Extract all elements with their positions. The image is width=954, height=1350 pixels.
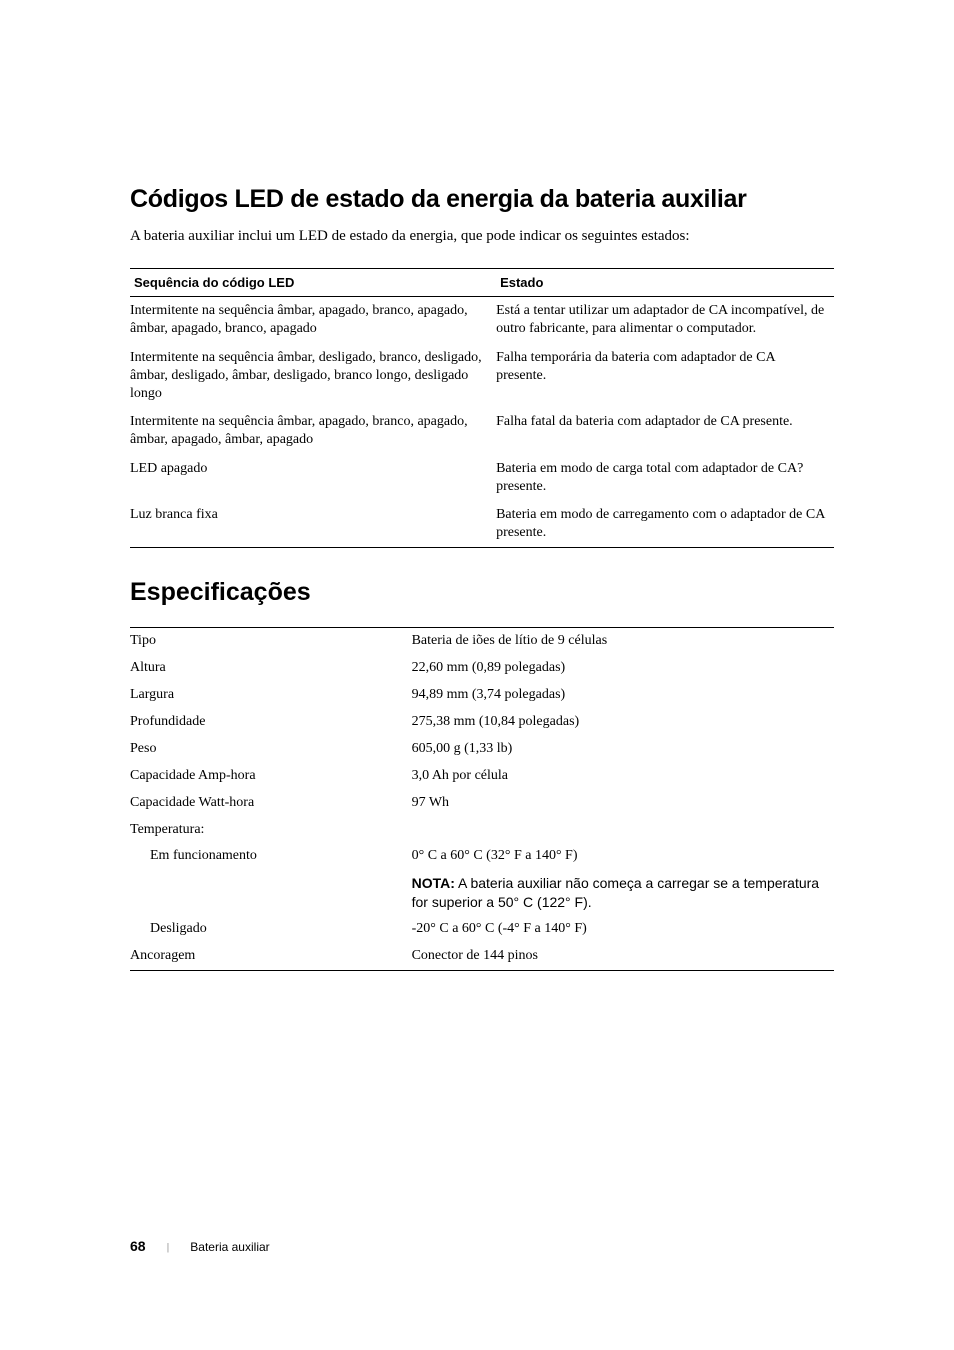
spec-value: 3,0 Ah por célula [412, 763, 834, 790]
intro-text: A bateria auxiliar inclui um LED de esta… [130, 226, 834, 246]
spec-label: Peso [130, 736, 412, 763]
led-state-cell: Falha temporária da bateria com adaptado… [496, 344, 834, 409]
table-row: Ancoragem Conector de 144 pinos [130, 943, 834, 970]
table-row: Intermitente na sequência âmbar, apagado… [130, 297, 834, 344]
page-number: 68 [130, 1238, 146, 1254]
spec-value [412, 817, 834, 844]
led-state-cell: Está a tentar utilizar um adaptador de C… [496, 297, 834, 344]
spec-note: NOTA: A bateria auxiliar não começa a ca… [412, 870, 834, 916]
spec-label: Temperatura: [130, 817, 412, 844]
led-table-header-state: Estado [496, 269, 834, 297]
spec-value: 97 Wh [412, 790, 834, 817]
table-row: NOTA: A bateria auxiliar não começa a ca… [130, 870, 834, 916]
spec-label: Tipo [130, 628, 412, 655]
table-row: Largura 94,89 mm (3,74 polegadas) [130, 682, 834, 709]
note-bold: NOTA: [412, 875, 455, 891]
table-row: Peso 605,00 g (1,33 lb) [130, 736, 834, 763]
heading-led-codes: Códigos LED de estado da energia da bate… [130, 185, 834, 214]
spec-label: Ancoragem [130, 943, 412, 970]
spec-value: 0° C a 60° C (32° F a 140° F) [412, 843, 834, 870]
spec-value: 22,60 mm (0,89 polegadas) [412, 655, 834, 682]
spec-label: Altura [130, 655, 412, 682]
spec-value: 94,89 mm (3,74 polegadas) [412, 682, 834, 709]
table-row: Capacidade Amp-hora 3,0 Ah por célula [130, 763, 834, 790]
spec-label: Capacidade Amp-hora [130, 763, 412, 790]
spec-value: 275,38 mm (10,84 polegadas) [412, 709, 834, 736]
table-row: Luz branca fixa Bateria em modo de carre… [130, 501, 834, 548]
led-state-cell: Bateria em modo de carga total com adapt… [496, 455, 834, 501]
spec-value: Conector de 144 pinos [412, 943, 834, 970]
spec-label: Capacidade Watt-hora [130, 790, 412, 817]
footer-title: Bateria auxiliar [190, 1240, 269, 1254]
table-row: Intermitente na sequência âmbar, apagado… [130, 408, 834, 454]
spec-value: Bateria de iões de lítio de 9 células [412, 628, 834, 655]
led-sequence-cell: Luz branca fixa [130, 501, 496, 548]
specifications-table: Tipo Bateria de iões de lítio de 9 célul… [130, 627, 834, 971]
led-sequence-cell: LED apagado [130, 455, 496, 501]
heading-specifications: Especificações [130, 578, 834, 607]
spec-label: Desligado [130, 921, 207, 936]
table-row: Capacidade Watt-hora 97 Wh [130, 790, 834, 817]
spec-value: -20° C a 60° C (-4° F a 140° F) [412, 916, 834, 943]
table-row: Temperatura: [130, 817, 834, 844]
spec-label: Em funcionamento [130, 848, 257, 863]
led-state-cell: Falha fatal da bateria com adaptador de … [496, 408, 834, 454]
note-text: A bateria auxiliar não começa a carregar… [412, 875, 820, 910]
table-row: LED apagado Bateria em modo de carga tot… [130, 455, 834, 501]
table-row: Altura 22,60 mm (0,89 polegadas) [130, 655, 834, 682]
table-row: Profundidade 275,38 mm (10,84 polegadas) [130, 709, 834, 736]
spec-label: Profundidade [130, 709, 412, 736]
led-sequence-cell: Intermitente na sequência âmbar, apagado… [130, 408, 496, 454]
table-row: Tipo Bateria de iões de lítio de 9 célul… [130, 628, 834, 655]
led-state-cell: Bateria em modo de carregamento com o ad… [496, 501, 834, 548]
table-row: Desligado -20° C a 60° C (-4° F a 140° F… [130, 916, 834, 943]
led-codes-table: Sequência do código LED Estado Intermite… [130, 268, 834, 548]
page-footer: 68 | Bateria auxiliar [130, 1238, 270, 1255]
table-row: Intermitente na sequência âmbar, desliga… [130, 344, 834, 409]
table-row: Em funcionamento 0° C a 60° C (32° F a 1… [130, 843, 834, 870]
spec-value: 605,00 g (1,33 lb) [412, 736, 834, 763]
led-table-header-sequence: Sequência do código LED [130, 269, 496, 297]
footer-separator: | [167, 1241, 169, 1253]
spec-label: Largura [130, 682, 412, 709]
led-sequence-cell: Intermitente na sequência âmbar, apagado… [130, 297, 496, 344]
led-sequence-cell: Intermitente na sequência âmbar, desliga… [130, 344, 496, 409]
